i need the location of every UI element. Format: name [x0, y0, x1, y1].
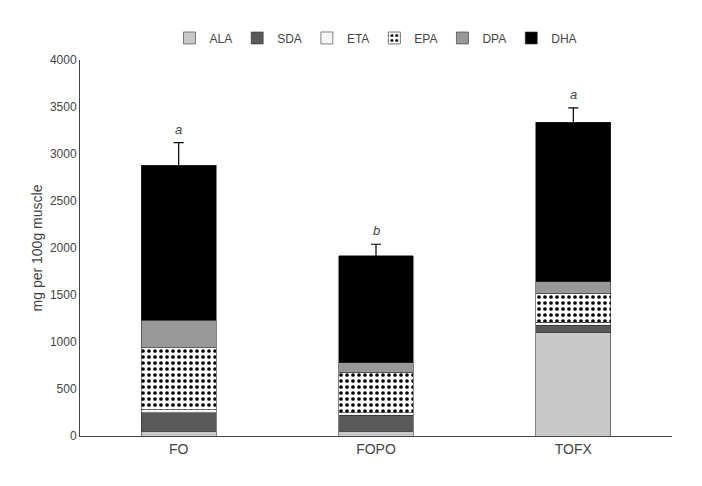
svg-text:0: 0: [70, 429, 77, 443]
svg-text:a: a: [570, 87, 577, 102]
svg-text:EPA: EPA: [414, 32, 437, 46]
svg-text:4000: 4000: [50, 53, 77, 67]
svg-text:a: a: [175, 122, 182, 137]
svg-text:ETA: ETA: [347, 32, 369, 46]
svg-text:FO: FO: [169, 441, 189, 457]
svg-text:DPA: DPA: [482, 32, 506, 46]
svg-text:SDA: SDA: [277, 32, 302, 46]
svg-text:TOFX: TOFX: [555, 441, 593, 457]
svg-text:1000: 1000: [50, 335, 77, 349]
svg-text:500: 500: [57, 382, 77, 396]
svg-text:b: b: [373, 223, 380, 238]
svg-text:1500: 1500: [50, 288, 77, 302]
svg-text:FOPO: FOPO: [356, 441, 396, 457]
svg-text:3500: 3500: [50, 100, 77, 114]
svg-text:mg per 100g muscle: mg per 100g muscle: [29, 184, 45, 311]
svg-text:3000: 3000: [50, 147, 77, 161]
svg-text:ALA: ALA: [210, 32, 233, 46]
svg-text:2000: 2000: [50, 241, 77, 255]
svg-text:2500: 2500: [50, 194, 77, 208]
svg-text:DHA: DHA: [551, 32, 576, 46]
